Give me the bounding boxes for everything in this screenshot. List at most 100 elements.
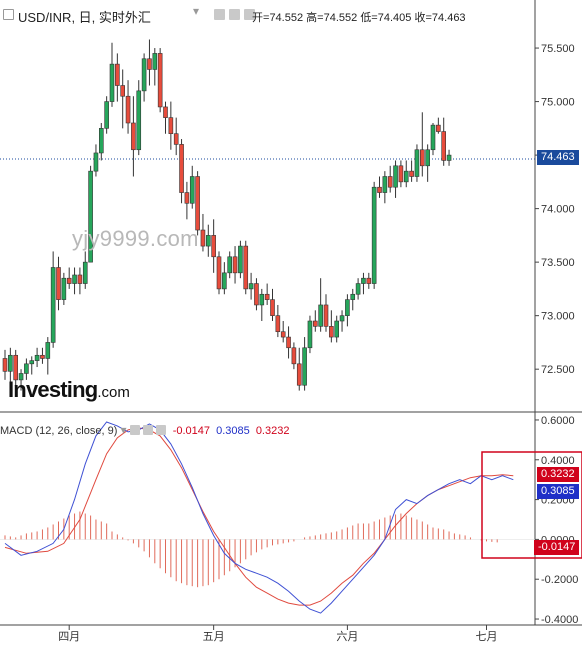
symbol-title[interactable]: USD/INR, 日, 实时外汇 [18,10,151,25]
candle-up [334,320,340,338]
candle-up [93,152,99,172]
close-label: 收= [414,12,432,24]
close-value: 74.463 [431,12,466,24]
high-label: 高= [306,12,324,24]
candle-up [61,277,67,300]
candle-up [227,256,232,274]
candle-down [323,304,329,327]
candle-up [50,267,56,343]
candle-up [141,58,147,92]
candle-down [120,85,125,97]
candle-up [72,274,77,284]
price-tick-label: 74.000 [541,204,575,216]
candle-down [77,274,83,284]
eye-icon[interactable] [129,425,140,435]
candle-up [82,261,88,284]
candle-down [270,299,275,316]
candle-down [13,354,18,381]
candle-up [403,170,409,183]
time-tick-label: 五月 [203,631,225,643]
candle-down [286,336,291,349]
candle-down [211,235,216,258]
candle-up [371,186,377,284]
hist-value-tag: -0.0147 [534,540,580,555]
candle-down [168,117,174,134]
candle-up [29,360,35,365]
candle-up [382,176,388,193]
close-icon[interactable] [155,425,166,435]
macd-line [4,421,514,614]
candle-down [216,256,222,290]
chart-header: USD/INR, 日, 实时外汇 ▾ 开=74.552 高=74.552 低=7… [0,0,535,32]
candle-down [200,229,206,247]
candle-down [312,320,318,327]
candle-down [254,283,259,306]
macd-value-tag: 0.3085 [537,484,579,499]
candle-down [147,58,152,70]
macd-hist-value: -0.0147 [172,425,211,437]
candle-down [366,277,372,284]
logo-main: Investing [8,377,98,402]
candle-up [109,63,115,102]
candle-up [307,320,313,349]
signal-value-tag: 0.3232 [537,467,579,482]
candle-up [88,170,93,263]
candle-down [398,165,404,183]
candle-up [136,90,142,151]
candle-down [232,256,238,274]
candle-down [179,144,184,193]
signal-line-value: 0.3232 [255,425,290,437]
candle-down [2,358,8,372]
candle-up [393,165,398,188]
candle-down [131,122,136,151]
chevron-down-icon[interactable]: ▾ [193,4,200,18]
eye-icon[interactable] [214,9,225,20]
low-label: 低= [360,12,378,24]
candle-up [104,101,109,129]
time-tick-label: 七月 [476,630,498,643]
candle-up [238,245,243,274]
candle-up [34,354,40,361]
candle-up [361,277,366,284]
candle-down [291,347,297,365]
candle-up [355,283,361,295]
candle-up [189,176,195,204]
close-icon[interactable] [244,9,255,20]
candle-up [259,293,265,306]
time-tick-label: 六月 [336,630,358,643]
candle-down [387,176,393,188]
candle-up [425,149,430,167]
candle-down [163,106,168,118]
settings-icon[interactable] [229,9,240,20]
macd-legend-label[interactable]: MACD (12, 26, close, 9) [0,425,118,437]
candle-down [157,53,163,108]
candle-up [318,304,323,327]
candle-down [275,315,281,333]
price-tick-label: 73.000 [541,311,575,323]
candle-down [436,124,441,132]
candle-down [296,363,302,386]
candle-up [18,373,24,381]
candle-down [195,176,200,231]
candle-down [441,131,447,161]
logo-suffix: .com [97,384,130,401]
high-value: 74.552 [323,12,358,24]
investing-logo: Investing.com [8,377,130,403]
candle-down [115,63,120,86]
macd-legend: MACD (12, 26, close, 9) ▾ -0.0147 0.3085… [0,423,289,437]
candle-down [329,326,334,338]
candle-up [446,154,452,161]
open-label: 开= [252,12,270,24]
candle-down [419,149,425,167]
collapse-icon[interactable] [3,9,14,20]
settings-icon[interactable] [142,425,153,435]
candle-up [152,53,158,70]
chevron-down-icon[interactable]: ▾ [120,423,127,437]
candle-down [280,331,286,338]
candle-down [377,186,382,193]
macd-tick-label: -0.2000 [541,574,578,586]
candle-up [339,315,345,322]
candle-down [243,245,249,290]
candle-down [40,354,45,359]
